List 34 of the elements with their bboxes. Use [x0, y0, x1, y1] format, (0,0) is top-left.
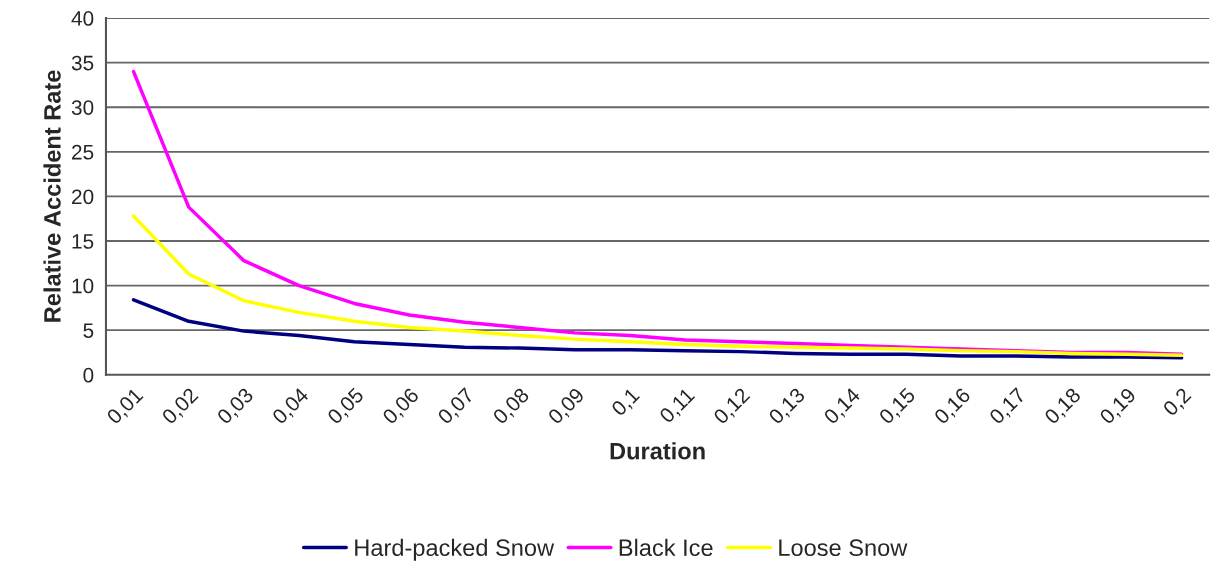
x-tick-label: 0,19	[1098, 387, 1139, 427]
x-tick-label: 0,09	[547, 387, 587, 427]
legend-label: Loose Snow	[779, 539, 908, 557]
x-axis-title: Duration	[610, 442, 705, 460]
legend-label: Black Ice	[619, 538, 713, 557]
y-tick-label: 15	[72, 234, 94, 249]
x-tick-label: 0,11	[658, 387, 697, 426]
x-tick-label: 0,16	[933, 386, 973, 427]
x-tick-label: 0,15	[878, 386, 918, 427]
y-tick-label: 35	[71, 55, 94, 71]
x-tick-label: 0,02	[161, 387, 201, 427]
x-tick-label: 0,08	[491, 386, 532, 427]
x-tick-label: 0,1	[610, 387, 642, 419]
x-tick-label: 0,03	[216, 386, 256, 427]
x-tick-label: 0,05	[326, 386, 367, 427]
y-axis-title: Relative Accident Rate	[43, 70, 61, 322]
y-tick-label: 10	[72, 278, 94, 294]
legend-label: Hard-packed Snow	[355, 538, 555, 561]
y-tick-label: 20	[72, 189, 94, 205]
x-tick-label: 0,18	[1043, 386, 1084, 427]
x-tick-label: 0,04	[271, 386, 312, 427]
y-tick-label: 5	[83, 323, 94, 338]
x-tick-label: 0,13	[767, 386, 808, 427]
x-tick-label: 0,06	[381, 386, 422, 427]
line-series	[131, 214, 1184, 357]
x-tick-label: 0,01	[105, 387, 146, 427]
x-tick-label: 0,14	[822, 386, 863, 427]
y-tick-label: 30	[71, 100, 94, 115]
x-tick-label: 0,2	[1162, 387, 1194, 419]
y-tick-label: 25	[72, 144, 94, 160]
y-tick-label: 40	[71, 11, 94, 26]
y-tick-label: 0	[83, 367, 94, 383]
line-series	[131, 298, 1184, 360]
x-tick-label: 0,12	[712, 387, 753, 427]
